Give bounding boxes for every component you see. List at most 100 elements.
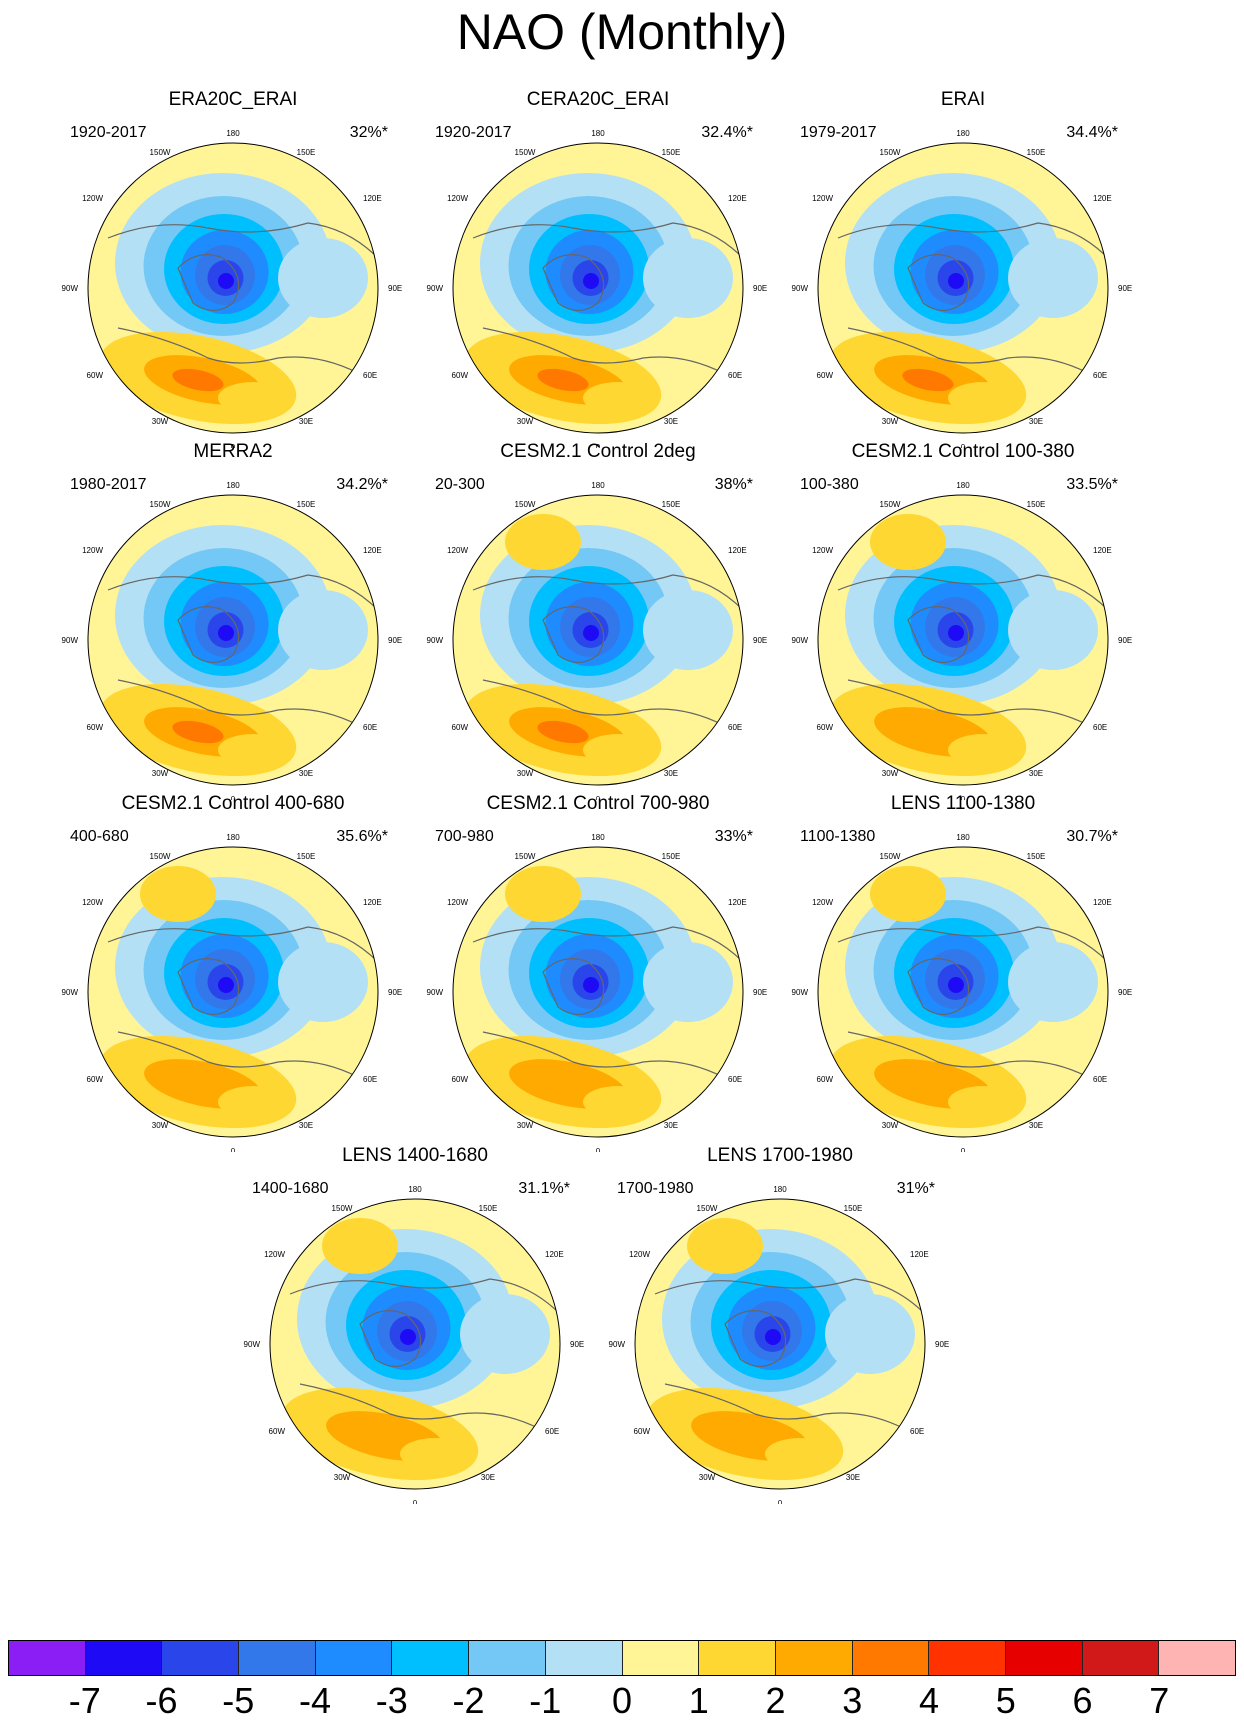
- panel-years: 1100-1380: [800, 828, 876, 845]
- longitude-label: 90E: [1118, 636, 1132, 645]
- longitude-label: 90W: [427, 988, 444, 997]
- longitude-label: 120E: [363, 194, 382, 203]
- map-border: [817, 494, 1109, 786]
- longitude-label: 150W: [150, 148, 171, 157]
- colorbar-box: [1005, 1641, 1083, 1675]
- longitude-label: 150W: [880, 500, 901, 509]
- colorbar-label: -6: [145, 1680, 178, 1721]
- longitude-label: 60W: [817, 1075, 834, 1084]
- panel-years: 1920-2017: [435, 124, 512, 141]
- polar-map: 180 0 90W 90E 120W 150W 150E 120E 60W 30W 30E 60E: [792, 481, 1133, 800]
- panel-years: 1979-2017: [800, 124, 877, 141]
- longitude-label: 60E: [728, 1075, 742, 1084]
- panel-title: CESM2.1 Control 400-680: [121, 793, 345, 814]
- negative-anomaly-contour: [278, 238, 368, 318]
- longitude-label: 60E: [728, 371, 742, 380]
- longitude-label: 90E: [753, 636, 767, 645]
- colorbar-label: -4: [298, 1680, 332, 1721]
- map-field: [453, 495, 743, 785]
- coastline: [837, 574, 1108, 726]
- longitude-label: 30W: [882, 1121, 899, 1130]
- map-border: [452, 846, 744, 1138]
- longitude-label: 30E: [1029, 769, 1043, 778]
- longitude-label: 120W: [447, 898, 468, 907]
- longitude-label: 150W: [150, 500, 171, 509]
- longitude-label: 90E: [1118, 988, 1132, 997]
- map-field: [818, 143, 1108, 433]
- panel-title: ERAI: [940, 89, 986, 110]
- longitude-label: 180: [591, 481, 605, 490]
- longitude-label: 90E: [388, 284, 402, 293]
- negative-anomaly-contour: [400, 1329, 416, 1345]
- negative-anomaly-contour: [1008, 942, 1098, 1022]
- colorbar-label: -5: [222, 1680, 255, 1721]
- colorbar-labels: -7 -6 -5 -4 -3 -2 -1 0 1 2 3 4 5 6 7: [8, 1680, 1236, 1721]
- map-border: [634, 1198, 926, 1490]
- longitude-label: 90W: [792, 988, 809, 997]
- colorbar-box: [162, 1641, 240, 1675]
- colorbar-box: [545, 1641, 623, 1675]
- negative-anomaly-contour: [583, 625, 599, 641]
- longitude-label: 120E: [545, 1250, 564, 1259]
- colorbar-label: -1: [529, 1680, 562, 1721]
- longitude-label: 120E: [1093, 898, 1112, 907]
- map-field: [818, 847, 1108, 1137]
- colorbar-label: 7: [1149, 1680, 1170, 1721]
- panel-variance-percent: 32.4%*: [701, 124, 753, 141]
- longitude-label: 90E: [753, 284, 767, 293]
- longitude-label: 60E: [728, 723, 742, 732]
- longitude-label: 0: [961, 1147, 966, 1152]
- panel-variance-percent: 31.1%*: [518, 1180, 570, 1197]
- longitude-label: 60W: [817, 723, 834, 732]
- positive-anomaly-contour: [172, 720, 224, 744]
- longitude-label: 30E: [1029, 1121, 1043, 1130]
- coastline: [654, 1278, 925, 1430]
- coastline: [107, 926, 378, 1078]
- longitude-label: 90W: [244, 1340, 261, 1349]
- colorbar-label: 5: [995, 1680, 1016, 1721]
- longitude-label: 150W: [880, 148, 901, 157]
- negative-anomaly-contour: [460, 1294, 550, 1374]
- panel-title: CESM2.1 Control 2deg: [500, 441, 696, 462]
- map-border: [87, 846, 379, 1138]
- map-panel: LENS 1100-1380 1100-1380 30.7%* 180 0 90W 90E 1…: [778, 792, 1148, 1152]
- map-border: [817, 142, 1109, 434]
- map-border: [269, 1198, 561, 1490]
- panel-variance-percent: 34.2%*: [336, 476, 388, 493]
- negative-anomaly-contour: [218, 625, 234, 641]
- coastline: [472, 222, 743, 374]
- colorbar-box: [85, 1641, 163, 1675]
- panel-variance-percent: 33%*: [714, 828, 753, 845]
- colorbar: [8, 1640, 1236, 1676]
- positive-anomaly-contour: [218, 382, 288, 414]
- colorbar-label: 4: [918, 1680, 940, 1721]
- map-field: [453, 847, 743, 1137]
- longitude-label: 120W: [812, 546, 833, 555]
- panel-title: LENS 1100-1380: [890, 793, 1036, 814]
- positive-anomaly-contour: [948, 1086, 1018, 1118]
- longitude-label: 0: [596, 795, 601, 800]
- positive-anomaly-contour: [902, 368, 954, 392]
- positive-anomaly-contour: [765, 1438, 835, 1470]
- panel-variance-percent: 30.7%*: [1066, 828, 1118, 845]
- longitude-label: 60W: [269, 1427, 286, 1436]
- figure-title: NAO (Monthly): [456, 4, 788, 60]
- negative-anomaly-contour: [643, 942, 733, 1022]
- longitude-label: 180: [956, 129, 970, 138]
- positive-anomaly-contour: [218, 1086, 288, 1118]
- longitude-label: 150E: [662, 148, 681, 157]
- longitude-label: 60W: [452, 1075, 469, 1084]
- panel-years: 400-680: [70, 828, 129, 845]
- panel-years: 1980-2017: [70, 476, 147, 493]
- negative-anomaly-contour: [948, 273, 964, 289]
- polar-map: 180 0 90W 90E 120W 150W 150E 120E 60W 30W 30E 60E: [244, 1185, 585, 1504]
- longitude-label: 30E: [299, 1121, 313, 1130]
- panel-variance-percent: 32%*: [349, 124, 388, 141]
- positive-anomaly-contour: [948, 382, 1018, 414]
- longitude-label: 30W: [517, 417, 534, 426]
- coastline: [107, 574, 378, 726]
- negative-anomaly-contour: [583, 977, 599, 993]
- map-field: [818, 495, 1108, 785]
- longitude-label: 120E: [728, 194, 747, 203]
- longitude-label: 60E: [910, 1427, 924, 1436]
